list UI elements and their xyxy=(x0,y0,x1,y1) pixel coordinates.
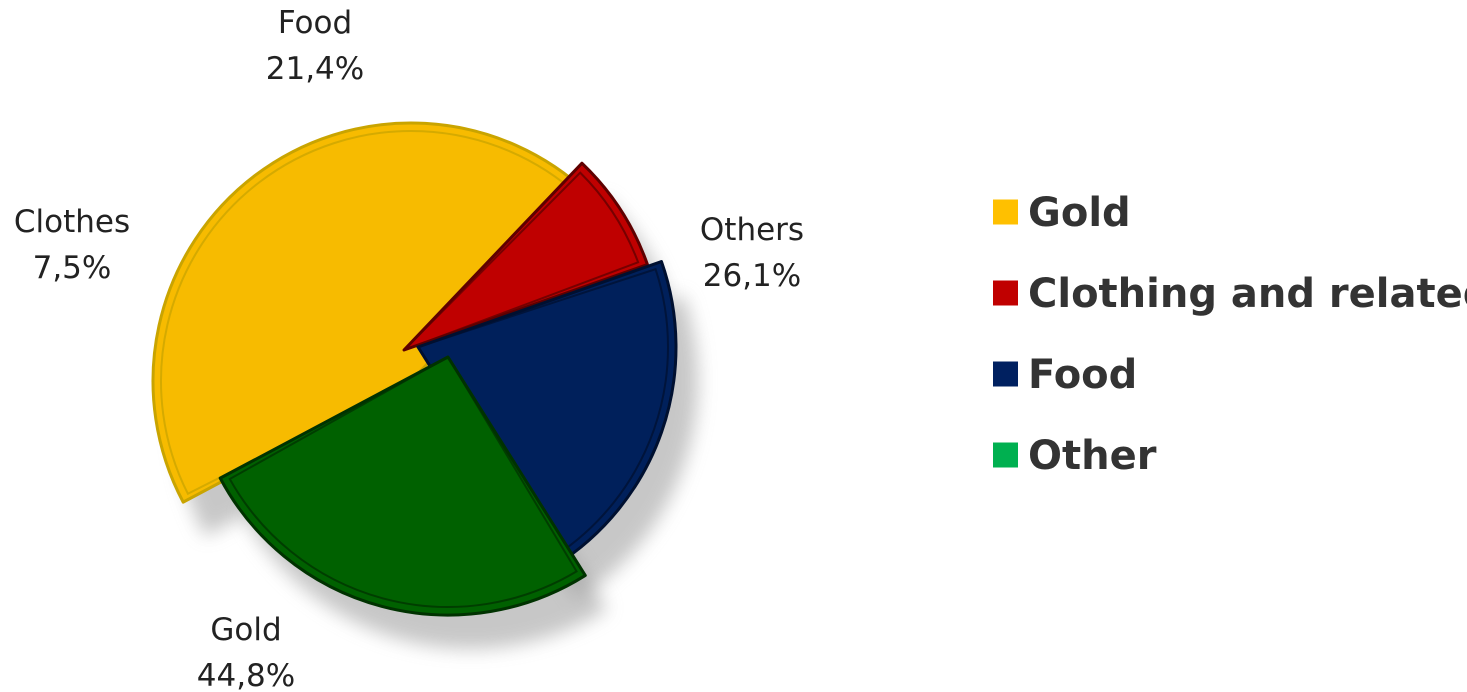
pie-slice-bevel-others xyxy=(228,355,578,608)
slice-label-food: Food xyxy=(278,5,352,41)
legend-swatch xyxy=(993,442,1018,468)
pie-slice-food xyxy=(416,260,678,567)
slice-label-others: Others xyxy=(700,212,804,248)
legend-label: Clothing and related xyxy=(1028,271,1467,317)
slice-value-food: 21,4% xyxy=(266,51,364,87)
pie-slice-bevel-clothes xyxy=(403,171,640,351)
pie-slice-bevel-gold xyxy=(160,130,581,496)
legend-label: Gold xyxy=(1028,190,1131,236)
legend-item: Food xyxy=(993,352,1137,398)
slice-value-clothes: 7,5% xyxy=(33,250,112,286)
legend-item: Gold xyxy=(993,190,1131,236)
slice-labels: Gold 44,8% Clothes 7,5% Food 21,4% Others 26,1% xyxy=(14,5,804,692)
legend-label: Other xyxy=(1028,433,1157,479)
legend-swatch xyxy=(993,199,1018,225)
pie-slice-gold xyxy=(151,121,591,504)
legend-item: Other xyxy=(993,433,1157,479)
pie-slice-bevel-food xyxy=(416,267,669,558)
slice-label-gold: Gold xyxy=(210,612,281,648)
pie-slice-others xyxy=(218,355,587,617)
slice-value-others: 26,1% xyxy=(703,258,801,294)
pie-slice-clothes xyxy=(402,161,649,352)
legend: Gold Clothing and related Food Other xyxy=(993,190,1467,479)
legend-swatch xyxy=(993,280,1018,306)
pie-slices xyxy=(151,121,678,617)
slice-label-clothes: Clothes xyxy=(14,204,130,240)
legend-swatch xyxy=(993,361,1018,387)
slice-value-gold: 44,8% xyxy=(197,658,295,692)
legend-item: Clothing and related xyxy=(993,271,1467,317)
legend-label: Food xyxy=(1028,352,1137,398)
